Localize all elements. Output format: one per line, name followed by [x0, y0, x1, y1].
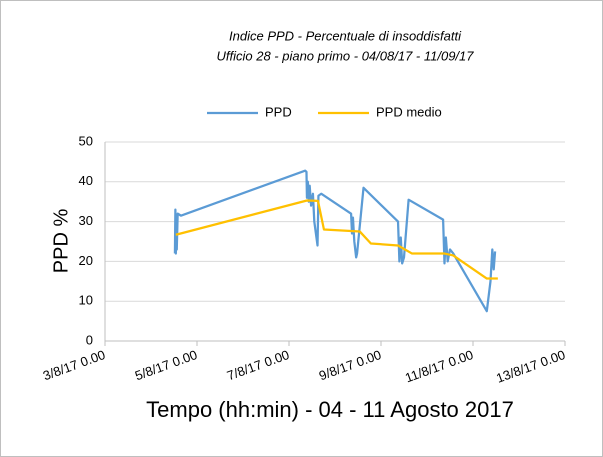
line-series — [175, 199, 498, 280]
line-series — [173, 169, 497, 313]
y-axis-label: PPD % — [50, 209, 72, 274]
y-tick-label: 50 — [79, 133, 93, 148]
x-axis-label: Tempo (hh:min) - 04 - 11 Agosto 2017 — [146, 397, 514, 422]
y-tick-label: 0 — [86, 332, 93, 347]
y-tick-label: 20 — [79, 253, 93, 268]
chart-subtitle: Ufficio 28 - piano primo - 04/08/17 - 11… — [216, 48, 474, 63]
y-tick-label: 40 — [79, 173, 93, 188]
legend-label: PPD — [265, 104, 292, 119]
y-tick-label: 30 — [79, 213, 93, 228]
chart-title: Indice PPD - Percentuale di insoddisfatt… — [229, 28, 462, 43]
legend-label: PPD medio — [376, 104, 442, 119]
y-tick-label: 10 — [79, 293, 93, 308]
